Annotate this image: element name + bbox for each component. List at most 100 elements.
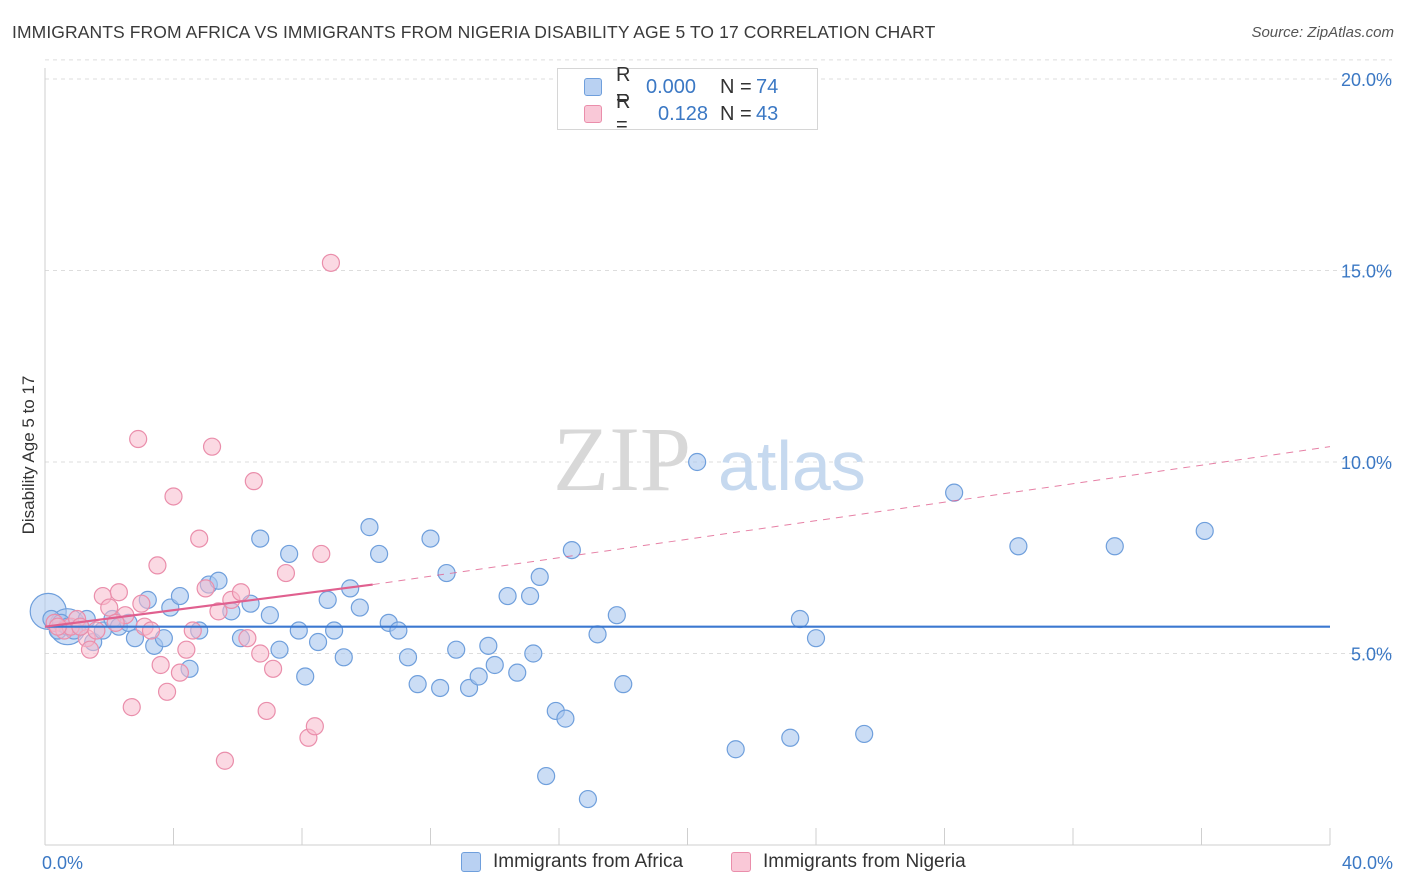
nigeria-swatch (584, 105, 602, 123)
africa-point (688, 452, 707, 472)
nigeria-point (132, 594, 151, 613)
africa-point (318, 590, 337, 609)
nigeria-point (209, 602, 228, 621)
nigeria-r-label: R = (616, 91, 631, 136)
africa-point (578, 789, 598, 809)
nigeria-point (109, 583, 128, 602)
africa-point (498, 586, 517, 606)
africa-point (308, 632, 328, 652)
x-tick-label: 0.0% (42, 853, 83, 873)
africa-point (614, 675, 633, 694)
africa-point (170, 586, 190, 606)
watermark-zip: ZIP (553, 408, 691, 510)
africa-point (469, 667, 488, 686)
tick-labels: 5.0% 10.0% 15.0% 20.0% 0.0% 40.0% (42, 70, 1393, 873)
x-tick-label: 40.0% (1342, 853, 1393, 873)
nigeria-point (164, 487, 183, 506)
africa-point (537, 766, 556, 786)
africa-point (447, 640, 466, 659)
africa-point (370, 544, 389, 564)
nigeria-point (148, 556, 167, 575)
source-label: Source: ZipAtlas.com (1251, 24, 1394, 41)
africa-point (588, 625, 607, 644)
africa-point (726, 740, 745, 759)
africa-r-label: R = (616, 64, 631, 109)
africa-point (389, 621, 408, 640)
nigeria-point (157, 682, 177, 701)
africa-point (607, 606, 626, 625)
y-tick-label: 10.0% (1341, 453, 1392, 473)
nigeria-point (122, 698, 141, 717)
nigeria-point (196, 579, 215, 598)
y-tick-label: 15.0% (1341, 262, 1392, 282)
africa-point (479, 636, 498, 655)
legend-item-nigeria[interactable]: Immigrants from Nigeria (731, 851, 966, 873)
nigeria-point (87, 621, 106, 640)
grid-lines (45, 59, 1392, 654)
africa-point (1009, 537, 1028, 556)
africa-point (520, 586, 540, 606)
nigeria-point (100, 598, 119, 617)
nigeria-trend-extension (372, 446, 1331, 586)
africa-point (325, 621, 344, 640)
nigeria-point (183, 621, 202, 640)
nigeria-point (321, 253, 341, 272)
africa-legend-label: Immigrants from Africa (493, 851, 684, 872)
nigeria-n-value: 43 (756, 102, 779, 125)
y-tick-label: 20.0% (1341, 70, 1392, 90)
africa-point (781, 728, 800, 747)
nigeria-point (151, 655, 170, 675)
africa-point (556, 709, 575, 728)
africa-point (790, 609, 810, 629)
africa-point (270, 640, 289, 659)
nigeria-r-value: 0.128 (658, 102, 709, 125)
nigeria-point (305, 717, 324, 736)
nigeria-point (238, 629, 257, 648)
nigeria-point (141, 621, 161, 640)
nigeria-point (177, 640, 196, 659)
nigeria-trend-line (44, 583, 373, 628)
trend-lines (44, 446, 1331, 628)
series-legend: Immigrants from Africa Immigrants from N… (0, 851, 1406, 877)
nigeria-point (170, 663, 190, 682)
nigeria-point (276, 563, 296, 583)
africa-point (398, 648, 418, 667)
africa-point (806, 629, 826, 648)
nigeria-points-group (45, 253, 341, 770)
africa-point (350, 598, 369, 617)
africa-point (485, 655, 504, 675)
correlation-legend: R = 0.000 N = 74 R = 0.128 N = 43 (557, 64, 818, 136)
africa-point (334, 648, 353, 667)
africa-point (431, 678, 450, 698)
africa-legend-swatch (461, 852, 481, 872)
africa-point (1195, 521, 1214, 541)
legend-row-nigeria: R = 0.128 N = 43 (584, 91, 779, 136)
africa-point (251, 529, 270, 548)
y-tick-label: 5.0% (1351, 645, 1392, 665)
chart-title: IMMIGRANTS FROM AFRICA VS IMMIGRANTS FRO… (12, 22, 936, 42)
africa-point (945, 483, 964, 502)
africa-point (524, 644, 543, 663)
africa-point (421, 529, 440, 548)
nigeria-point (263, 659, 283, 678)
nigeria-point (257, 701, 276, 721)
zipatlas-watermark: ZIP atlas (553, 408, 866, 510)
africa-point (408, 675, 427, 694)
nigeria-point (312, 544, 331, 564)
nigeria-legend-swatch (731, 852, 751, 872)
africa-point (508, 663, 527, 682)
africa-point (562, 540, 581, 560)
axes (44, 68, 1331, 846)
nigeria-point (202, 437, 222, 456)
africa-n-value: 74 (756, 75, 779, 98)
legend-item-africa[interactable]: Immigrants from Africa (461, 851, 683, 873)
nigeria-point (251, 644, 270, 663)
nigeria-point (80, 640, 100, 659)
nigeria-n-label: N = (720, 102, 752, 125)
nigeria-legend-label: Immigrants from Nigeria (763, 851, 966, 872)
africa-point (855, 724, 874, 744)
nigeria-point (244, 472, 263, 491)
africa-swatch (584, 78, 602, 96)
nigeria-point (129, 429, 148, 449)
